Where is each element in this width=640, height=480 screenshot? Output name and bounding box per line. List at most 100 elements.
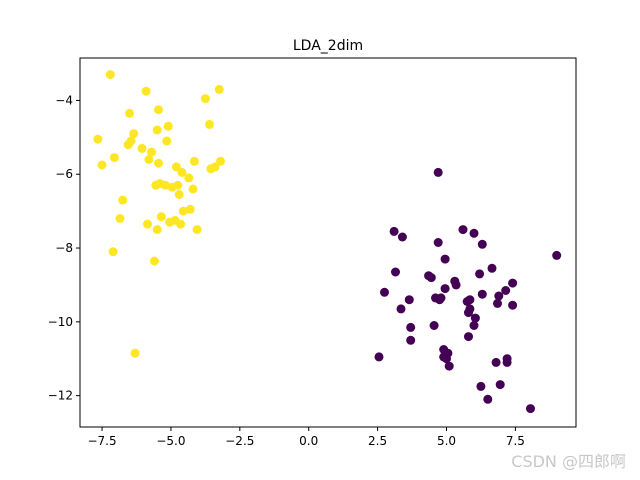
x-tick-label: 0.0 bbox=[299, 434, 318, 448]
point-class_0-40 bbox=[192, 225, 202, 235]
point-class_1-26 bbox=[458, 225, 468, 235]
point-class_0-0 bbox=[105, 70, 115, 80]
point-class_1-32 bbox=[469, 321, 479, 330]
x-tick-label: 5.0 bbox=[437, 434, 456, 448]
y-tick-label: −4 bbox=[55, 93, 73, 107]
point-class_1-0 bbox=[433, 167, 443, 177]
y-tick-label: −8 bbox=[55, 241, 73, 255]
point-class_1-9 bbox=[406, 335, 416, 345]
point-class_1-30 bbox=[465, 304, 475, 314]
point-class_0-4 bbox=[108, 247, 118, 257]
point-class_0-20 bbox=[154, 158, 163, 168]
point-class_0-36 bbox=[184, 173, 194, 183]
point-class_1-7 bbox=[404, 295, 414, 305]
point-class_1-43 bbox=[495, 380, 505, 390]
point-class_0-12 bbox=[137, 143, 147, 153]
point-class_1-8 bbox=[406, 322, 416, 332]
point-class_0-35 bbox=[178, 206, 188, 216]
point-class_1-3 bbox=[389, 226, 399, 236]
point-class_1-35 bbox=[476, 381, 486, 391]
point-class_0-6 bbox=[118, 195, 128, 205]
point-class_0-23 bbox=[156, 212, 166, 222]
point-class_0-2 bbox=[97, 160, 107, 170]
point-class_1-39 bbox=[487, 263, 497, 273]
point-class_0-34 bbox=[177, 167, 187, 177]
point-class_0-33 bbox=[176, 219, 186, 229]
point-class_0-19 bbox=[152, 125, 162, 135]
watermark: CSDN @四郎啊 bbox=[511, 452, 626, 471]
point-class_1-6 bbox=[397, 232, 407, 242]
point-class_1-1 bbox=[374, 352, 384, 362]
point-class_0-26 bbox=[163, 121, 173, 131]
point-class_0-8 bbox=[126, 136, 136, 146]
y-tick-label: −10 bbox=[48, 315, 73, 329]
point-class_1-22 bbox=[443, 348, 453, 358]
point-class_1-19 bbox=[440, 254, 450, 264]
point-class_0-37 bbox=[185, 204, 195, 214]
point-class_0-17 bbox=[149, 256, 159, 266]
point-class_0-25 bbox=[162, 136, 172, 146]
point-class_1-49 bbox=[526, 404, 535, 414]
point-class_0-13 bbox=[141, 86, 151, 96]
point-class_1-38 bbox=[483, 394, 493, 404]
point-class_0-47 bbox=[152, 225, 162, 235]
point-class_0-14 bbox=[143, 219, 152, 229]
point-class_1-14 bbox=[433, 238, 443, 247]
point-class_0-9 bbox=[125, 108, 135, 118]
point-class_1-44 bbox=[501, 286, 511, 295]
point-class_0-31 bbox=[173, 180, 183, 190]
point-class_1-2 bbox=[380, 287, 389, 297]
point-class_0-1 bbox=[93, 134, 103, 144]
y-axis: −4 −6 −8 −10 −12 bbox=[48, 93, 80, 403]
point-class_1-12 bbox=[429, 321, 439, 330]
x-tick-label: 7.5 bbox=[506, 434, 525, 448]
point-class_0-32 bbox=[174, 190, 184, 199]
point-class_0-42 bbox=[205, 119, 214, 129]
point-class_1-4 bbox=[391, 267, 400, 277]
point-class_0-24 bbox=[160, 180, 170, 190]
point-class_1-33 bbox=[470, 313, 480, 323]
point-class_0-39 bbox=[189, 156, 199, 166]
point-class_0-16 bbox=[147, 147, 157, 157]
point-class_1-31 bbox=[469, 228, 479, 238]
point-class_0-15 bbox=[144, 155, 154, 164]
point-class_1-47 bbox=[508, 278, 518, 288]
point-class_1-25 bbox=[451, 280, 461, 290]
point-class_0-44 bbox=[210, 162, 220, 172]
x-tick-label: −5.0 bbox=[156, 434, 185, 448]
point-class_0-10 bbox=[129, 129, 139, 139]
x-axis: −7.5 −5.0 −2.5 0.0 2.5 5.0 7.5 bbox=[87, 427, 525, 448]
x-tick-label: 2.5 bbox=[368, 434, 387, 448]
point-class_0-41 bbox=[200, 94, 210, 104]
point-class_1-51 bbox=[465, 295, 475, 305]
point-class_1-23 bbox=[444, 361, 454, 371]
x-tick-label: −2.5 bbox=[225, 434, 254, 448]
y-tick-label: −6 bbox=[55, 167, 73, 181]
point-class_0-45 bbox=[214, 84, 224, 94]
point-class_0-21 bbox=[154, 105, 163, 115]
point-class_1-48 bbox=[508, 300, 518, 310]
point-class_1-46 bbox=[502, 357, 512, 367]
chart-title: LDA_2dim bbox=[293, 38, 363, 54]
point-class_0-30 bbox=[171, 162, 181, 172]
point-class_0-38 bbox=[188, 184, 198, 194]
point-class_1-5 bbox=[396, 304, 406, 314]
data-points bbox=[93, 70, 562, 414]
point-class_1-42 bbox=[494, 291, 504, 301]
point-class_1-37 bbox=[477, 289, 487, 299]
point-class_0-11 bbox=[130, 348, 140, 358]
point-class_1-41 bbox=[493, 298, 502, 308]
point-class_1-20 bbox=[440, 284, 450, 294]
point-class_1-29 bbox=[464, 332, 473, 342]
point-class_1-50 bbox=[552, 250, 562, 260]
x-tick-label: −7.5 bbox=[87, 434, 116, 448]
point-class_1-34 bbox=[475, 269, 485, 279]
point-class_1-40 bbox=[491, 357, 501, 367]
point-class_1-16 bbox=[436, 293, 446, 303]
y-tick-label: −12 bbox=[48, 389, 73, 403]
point-class_0-3 bbox=[109, 153, 119, 163]
plot-frame bbox=[79, 57, 577, 428]
point-class_0-46 bbox=[216, 156, 225, 166]
point-class_1-36 bbox=[477, 239, 487, 249]
